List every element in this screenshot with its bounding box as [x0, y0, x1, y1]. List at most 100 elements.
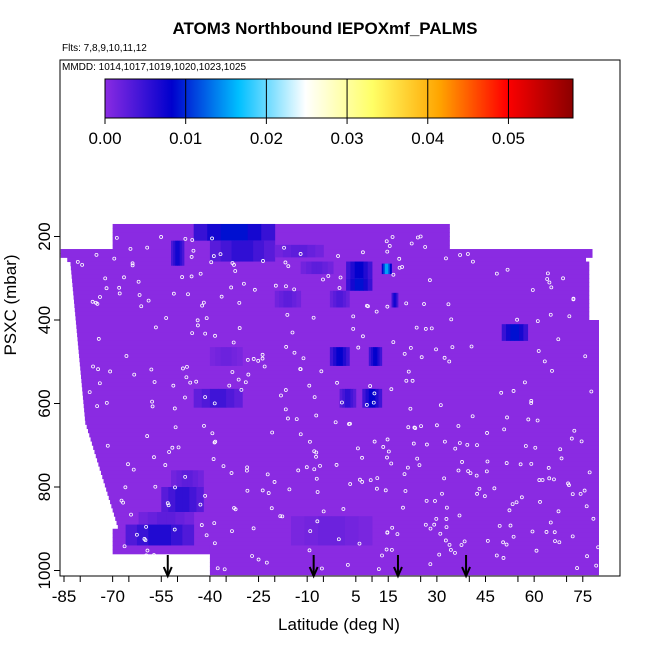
sample-point	[145, 548, 150, 553]
heatmap-cell	[346, 290, 350, 308]
y-tick-label: 600	[35, 389, 54, 417]
sample-point	[95, 302, 100, 306]
sample-point	[403, 489, 408, 493]
sample-point	[567, 314, 572, 319]
sample-point	[360, 480, 365, 484]
heatmap-cell	[519, 324, 524, 341]
sample-point	[199, 523, 204, 527]
heatmap-cell	[182, 487, 190, 513]
x-tick-label: 15	[379, 587, 398, 606]
heatmap-cell	[373, 347, 376, 366]
sample-point	[165, 501, 170, 506]
heatmap-strip	[100, 470, 600, 475]
heatmap-cell	[181, 240, 185, 266]
heatmap-cell	[501, 324, 507, 341]
heatmap-cell	[125, 524, 138, 546]
sample-point	[545, 271, 550, 276]
heatmap-cell	[234, 388, 243, 408]
sample-point	[112, 256, 117, 261]
sample-point	[164, 316, 169, 320]
heatmap-cell	[347, 388, 351, 408]
heatmap-cell	[290, 516, 305, 546]
heatmap-cell	[367, 261, 373, 279]
sample-point	[434, 347, 438, 352]
sample-point	[171, 383, 176, 388]
sample-point	[292, 350, 297, 355]
heatmap-cell	[350, 278, 356, 291]
sample-point	[212, 440, 217, 445]
colorbar-tick-label: 0.01	[169, 129, 202, 148]
sample-point	[395, 532, 400, 537]
sample-point	[230, 370, 235, 374]
sample-point	[415, 235, 420, 240]
sample-point	[448, 547, 453, 552]
sample-point	[96, 367, 100, 372]
sample-point	[172, 406, 177, 411]
sample-point	[494, 271, 499, 276]
sample-point	[504, 461, 509, 465]
sample-point	[172, 527, 177, 532]
sample-point	[406, 369, 411, 374]
heatmap-cell	[292, 290, 297, 308]
heatmap-cell	[388, 263, 391, 275]
heatmap-cell	[336, 347, 341, 366]
heatmap-strip	[84, 411, 599, 417]
x-tick-label: 60	[525, 587, 544, 606]
sample-point	[570, 492, 575, 497]
sample-point	[529, 399, 534, 403]
sample-point	[553, 539, 557, 544]
heatmap-cell	[307, 244, 316, 258]
sample-point	[315, 490, 320, 494]
heatmap-cell	[215, 347, 222, 366]
heatmap-cell	[363, 261, 369, 279]
sample-point	[410, 378, 415, 383]
heatmap-strip	[95, 453, 599, 459]
sample-point	[505, 267, 510, 272]
heatmap-strip	[209, 562, 599, 567]
x-tick-label: 30	[427, 587, 446, 606]
sample-point	[126, 462, 130, 467]
heatmap-cell	[381, 263, 384, 275]
sample-point	[540, 478, 545, 482]
sample-point	[142, 537, 147, 541]
sample-point	[526, 417, 531, 422]
sample-point	[198, 502, 203, 507]
sample-point	[135, 532, 139, 537]
sample-point	[159, 235, 164, 239]
sample-point	[572, 428, 577, 433]
sample-point	[242, 281, 246, 286]
sample-point	[584, 504, 589, 509]
heatmap-strip	[112, 549, 600, 555]
sample-point	[550, 368, 554, 373]
sample-point	[468, 471, 473, 475]
sample-point	[176, 445, 181, 450]
sample-point	[283, 407, 288, 412]
sample-point	[591, 516, 596, 521]
heatmap-strip	[97, 457, 599, 463]
heatmap-cell	[339, 347, 344, 366]
heatmap-cell	[350, 261, 356, 279]
heatmap-cell	[193, 388, 203, 408]
heatmap-cell	[370, 347, 374, 366]
axes: -85 -70 -55 -40 -25 -10 5 15 30 45 60 75 200 400 600 80…	[35, 222, 592, 606]
sample-point	[273, 283, 278, 288]
sample-point	[194, 379, 199, 384]
sample-point	[547, 476, 552, 481]
sample-point	[372, 391, 377, 396]
heatmap-cell	[193, 223, 208, 241]
sample-point	[104, 400, 109, 405]
sample-point	[336, 537, 341, 542]
sample-point	[453, 551, 457, 555]
sample-point	[80, 262, 85, 267]
heatmap-cell	[329, 290, 334, 308]
sample-point	[307, 383, 312, 388]
sample-point	[149, 367, 154, 372]
sample-point	[210, 431, 215, 436]
sample-point	[419, 424, 423, 429]
sample-point	[251, 526, 256, 531]
heatmap-cell	[192, 470, 199, 487]
heatmap-strip	[107, 491, 599, 496]
sample-point	[400, 265, 404, 269]
heatmap-strip	[209, 553, 599, 559]
sample-point	[390, 525, 395, 530]
